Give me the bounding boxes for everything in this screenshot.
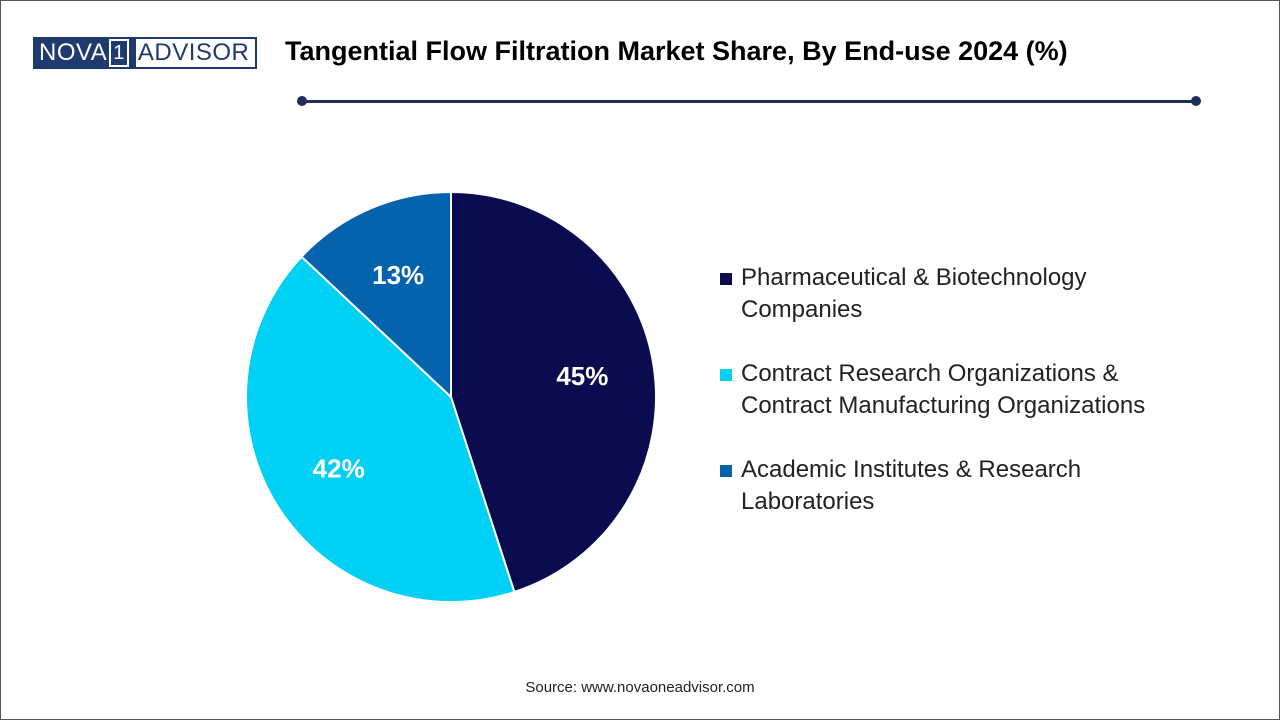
logo-text-right: ADVISOR [135,37,258,69]
legend-swatch-0 [720,273,732,285]
legend-item-0: Pharmaceutical & Biotechnology Companies [718,262,1238,326]
legend-swatch-2 [720,465,732,477]
legend-item-2: Academic Institutes & Research Laboratori… [718,454,1238,518]
chart-legend: Pharmaceutical & Biotechnology Companies C… [718,262,1238,550]
pie-slice-2 [300,190,452,400]
pie-data-label-2: 13% [372,260,424,290]
pie-data-label-1: 42% [313,453,365,483]
logo-left-block: NOVA 1 [33,37,136,69]
legend-label-1-line-1: Contract Manufacturing Organizations [741,392,1146,419]
legend-label-0-line-1: Companies [741,296,863,323]
pie-slice-1 [245,255,516,603]
brand-logo: NOVA 1 ADVISOR [33,37,258,69]
legend-swatch-1 [720,369,732,381]
chart-title: Tangential Flow Filtration Market Share,… [285,36,1068,66]
legend-item-1: Contract Research Organizations & Contrac… [718,358,1238,422]
legend-label-0-line-0: Pharmaceutical & Biotechnology [741,264,1087,291]
logo-number: 1 [109,39,129,67]
legend-label-2-line-0: Academic Institutes & Research [741,456,1082,483]
title-underline [302,100,1196,103]
source-note: Source: www.novaoneadvisor.com [525,679,755,696]
pie-slice-0 [450,190,657,594]
underline-dot-left [297,96,307,106]
pie-data-label-0: 45% [556,361,608,391]
legend-label-1-line-0: Contract Research Organizations & [741,360,1119,387]
logo-text-left: NOVA [39,39,108,66]
legend-label-2-line-1: Laboratories [741,488,875,515]
underline-dot-right [1191,96,1201,106]
